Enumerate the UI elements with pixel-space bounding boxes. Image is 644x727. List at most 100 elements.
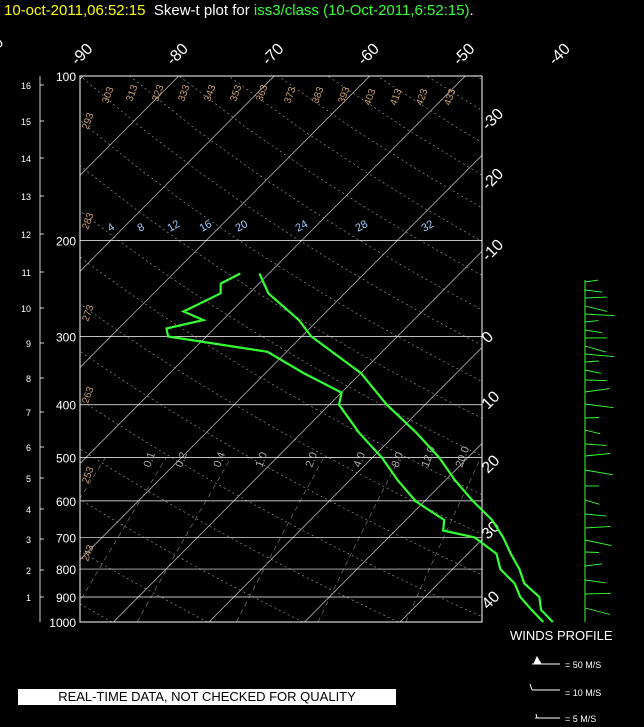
height-tick-label: 14 (21, 154, 31, 164)
wind-barb (584, 353, 615, 358)
qc-banner: REAL-TIME DATA, NOT CHECKED FOR QUALITY (18, 689, 396, 705)
adiabat-label: 333 (176, 83, 192, 103)
adiabat-label: 353 (228, 83, 244, 103)
right-temp-label: -10 (479, 236, 507, 264)
isotherm-line (80, 154, 482, 561)
wind-barb (584, 417, 599, 419)
right-temp-label: 10 (479, 388, 504, 413)
dry-adiabat-line (80, 550, 208, 622)
mixing-ratio-lower-label: 1.0 (254, 451, 271, 469)
pressure-tick-label: 600 (56, 495, 76, 509)
dry-adiabat-line (475, 76, 482, 80)
wind-key-10-symbol (529, 683, 560, 691)
mixing-ratio-line (317, 457, 400, 622)
height-tick-label: 10 (21, 304, 31, 314)
dry-adiabat-line (376, 76, 482, 143)
mixing-ratio-label: 28 (354, 218, 371, 235)
wind-key-50-symbol (532, 655, 560, 665)
dry-adiabat-line (80, 350, 482, 576)
wind-barb (584, 443, 607, 446)
height-tick-label: 2 (26, 566, 31, 576)
wind-barb (584, 453, 611, 457)
pressure-tick-label: 400 (56, 399, 76, 413)
right-temp-label: 40 (479, 588, 504, 613)
mixing-ratio-label: 4 (106, 221, 117, 234)
wind-barb (584, 313, 615, 317)
adiabat-label: 363 (254, 83, 270, 103)
winds-profile-title: WINDS PROFILE (510, 628, 613, 643)
adiabat-label: 303 (100, 85, 116, 105)
wind-barb (584, 403, 614, 409)
top-temp-label: -100 (0, 34, 7, 69)
plot-frame (79, 75, 483, 623)
top-temp-label: -70 (259, 40, 287, 68)
wind-barb (584, 539, 612, 547)
isotherm-line (113, 250, 482, 622)
mixing-ratio-label: 24 (294, 218, 311, 235)
right-temp-label: 20 (479, 452, 504, 477)
top-temp-label: -90 (68, 40, 96, 68)
dry-adiabat-line (80, 256, 482, 495)
isotherm-line (80, 76, 179, 176)
pressure-tick-label: 300 (56, 331, 76, 345)
height-tick-label: 11 (22, 268, 31, 278)
wind-barb (584, 345, 607, 353)
adiabat-label: 253 (80, 465, 96, 485)
wind-profile (529, 279, 615, 719)
pressure-tick-label: 200 (56, 234, 76, 248)
height-tick-label: 7 (26, 408, 31, 418)
wind-barb (584, 525, 611, 529)
height-tick-label: 9 (26, 339, 31, 349)
wind-barb (584, 289, 603, 293)
wind-barb (584, 360, 599, 363)
dry-adiabat-line (80, 499, 304, 622)
mixing-ratio-lower-label: 2.0 (304, 451, 321, 469)
adiabat-label: 343 (202, 83, 218, 103)
mixing-ratio-lower-label: 0.2 (174, 451, 191, 469)
adiabat-label: 403 (362, 87, 378, 107)
top-temp-label: -80 (164, 40, 192, 68)
height-tick-label: 16 (21, 81, 31, 91)
mixing-ratio-lower-label: 0.4 (212, 451, 229, 469)
isotherm-line (304, 442, 482, 622)
wind-barb (584, 551, 599, 553)
dry-adiabat-line (80, 164, 482, 419)
mixing-ratio-line (559, 458, 623, 622)
mixing-ratio-label: 8 (136, 221, 147, 234)
right-temp-label: -30 (479, 105, 507, 133)
mixing-ratio-line (80, 457, 167, 602)
pressure-tick-label: 1000 (49, 616, 76, 630)
adiabat-label: 283 (80, 211, 96, 231)
dry-adiabat-line (129, 76, 482, 311)
mixing-ratio-line (405, 457, 482, 622)
pressure-tick-label: 700 (56, 531, 76, 545)
adiabat-label: 293 (80, 111, 96, 131)
height-tick-label: 15 (21, 117, 31, 127)
mixing-ratio-label: 16 (198, 218, 215, 235)
title-label: Skew-t plot for (153, 2, 250, 19)
mixing-ratio-line (236, 457, 324, 622)
wind-barb (584, 305, 608, 312)
isotherm-line (208, 346, 482, 622)
isotherm-line (80, 76, 370, 368)
top-temp-label: -60 (355, 40, 383, 68)
dry-adiabat-line (80, 76, 482, 346)
mixing-ratio-lower-label: 8.0 (390, 451, 407, 469)
adiabat-label: 413 (388, 87, 404, 107)
height-tick-label: 8 (26, 374, 31, 384)
adiabat-label: 393 (336, 85, 352, 105)
wind-key-50: = 50 M/S (565, 660, 602, 670)
mixing-ratio-label: 20 (234, 218, 251, 235)
top-temp-label: -50 (450, 40, 478, 68)
title-source: iss3/class (10-Oct-2011,6:52:15) (253, 2, 470, 19)
wind-barb (584, 329, 602, 334)
isotherm-line (591, 76, 644, 622)
wind-barb (584, 379, 607, 382)
wind-barb (584, 279, 599, 283)
height-tick-label: 13 (21, 192, 31, 202)
wind-barb (584, 607, 611, 615)
wind-barb (584, 296, 607, 299)
adiabat-label: 263 (80, 385, 96, 405)
pressure-tick-label: 800 (56, 563, 76, 577)
